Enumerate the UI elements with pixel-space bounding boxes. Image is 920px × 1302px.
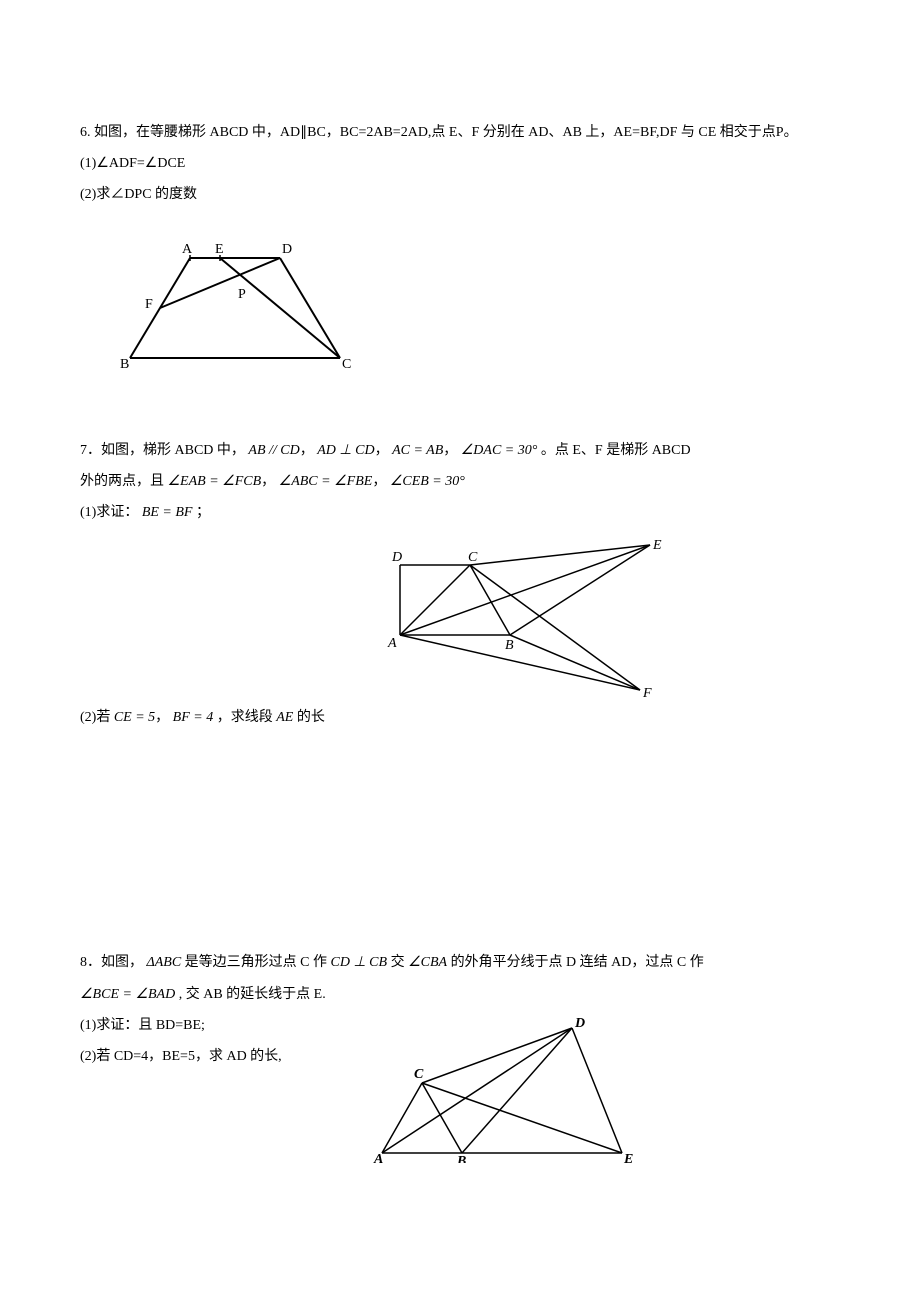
problem-8: 8．如图， ΔABC 是等边三角形过点 C 作 CD ⊥ CB 交 ∠CBA 的… [80,950,840,1162]
problem-8-questions: (1)求证：且 BD=BE; (2)若 CD=4，BE=5，求 AD 的长, [80,1013,282,1075]
p7-cond6: ∠ABC = ∠FBE [279,474,373,489]
label-A: A [182,242,193,257]
p7-q2-ae: AE [276,710,293,725]
p7-q1-label: (1)求证： [80,505,138,520]
problem-7-q2: (2)若 CE = 5， BF = 4 ，求线段 AE 的长 [80,705,840,730]
problem-7: 7．如图，梯形 ABCD 中， AB // CD， AD ⊥ CD， AC = … [80,438,840,731]
label-B: B [120,357,129,372]
problem-6-figure: A E D F P B C [110,238,840,388]
problem-6-line1: 6. 如图，在等腰梯形 ABCD 中，AD∥BC，BC=2AB=2AD,点 E、… [80,120,840,145]
p8-cba: ∠CBA [408,955,447,970]
p8-mid2: 交 [391,955,409,970]
problem-7-q1: (1)求证： BE = BF ； [80,500,840,525]
p7-cond5: ∠EAB = ∠FCB [168,474,262,489]
p7-cond4: ∠DAC = 30° [461,443,538,458]
p7-l2-pre: 外的两点，且 [80,474,168,489]
problem-8-figure: A B C D E [362,1013,642,1163]
label-P: P [238,287,246,302]
p8-pre: 8．如图， [80,955,143,970]
p7-q1-math: BE = BF [142,505,193,520]
label-A7: A [387,636,397,651]
problem-8-q1: (1)求证：且 BD=BE; [80,1013,282,1038]
label-E: E [215,242,224,257]
problem-7-line2: 外的两点，且 ∠EAB = ∠FCB， ∠ABC = ∠FBE， ∠CEB = … [80,469,840,494]
problem-6-q1: (1)∠ADF=∠DCE [80,151,840,176]
problem-8-q2: (2)若 CD=4，BE=5，求 AD 的长, [80,1044,282,1069]
p8-mid: 是等边三角形过点 C 作 [185,955,331,970]
problem-8-line2: ∠BCE = ∠BAD , 交 AB 的延长线于点 E. [80,982,840,1007]
problem-7-line1: 7．如图，梯形 ABCD 中， AB // CD， AD ⊥ CD， AC = … [80,438,840,463]
label-F7: F [642,686,652,701]
label-A8: A [373,1152,383,1163]
label-B8: B [456,1154,466,1163]
p7-post: 。点 E、F 是梯形 ABCD [541,443,691,458]
label-E7: E [652,538,662,553]
p7-cond3: AC = AB [392,443,443,458]
p7-cond7: ∠CEB = 30° [390,474,465,489]
p7-pre: 7．如图，梯形 ABCD 中， [80,443,245,458]
trapezoid-diagram: A E D F P B C [110,238,370,388]
label-B7: B [505,638,514,653]
trapezoid-ef-diagram: D C E A B F [360,535,710,705]
p8-perp: CD ⊥ CB [331,955,388,970]
p7-q2-pre: (2)若 [80,710,114,725]
label-C8: C [414,1067,424,1082]
problem-6: 6. 如图，在等腰梯形 ABCD 中，AD∥BC，BC=2AB=2AD,点 E、… [80,120,840,388]
label-C: C [342,357,351,372]
p8-tri: ΔABC [147,955,182,970]
p7-cond1: AB // CD [248,443,299,458]
p7-q2-bf: BF = 4 [173,710,214,725]
problem-8-line1: 8．如图， ΔABC 是等边三角形过点 C 作 CD ⊥ CB 交 ∠CBA 的… [80,950,840,975]
p8-l2-math: ∠BCE = ∠BAD [80,987,175,1002]
label-E8: E [623,1152,633,1163]
problem-7-figure: D C E A B F [360,535,840,705]
label-D8: D [574,1016,585,1031]
p8-l2-post: , 交 AB 的延长线于点 E. [179,987,326,1002]
label-D7: D [391,550,402,565]
label-F: F [145,297,153,312]
p8-post: 的外角平分线于点 D 连结 AD，过点 C 作 [451,955,704,970]
label-D: D [282,242,292,257]
p7-q2-mid: ，求线段 [217,710,277,725]
problem-6-q2: (2)求∠DPC 的度数 [80,182,840,207]
p7-cond2: AD ⊥ CD [317,443,374,458]
label-C7: C [468,550,478,565]
p7-q2-end: 的长 [297,710,325,725]
equilateral-diagram: A B C D E [362,1013,642,1163]
p7-q1-end: ； [196,505,210,520]
p7-q2-ce: CE = 5 [114,710,155,725]
